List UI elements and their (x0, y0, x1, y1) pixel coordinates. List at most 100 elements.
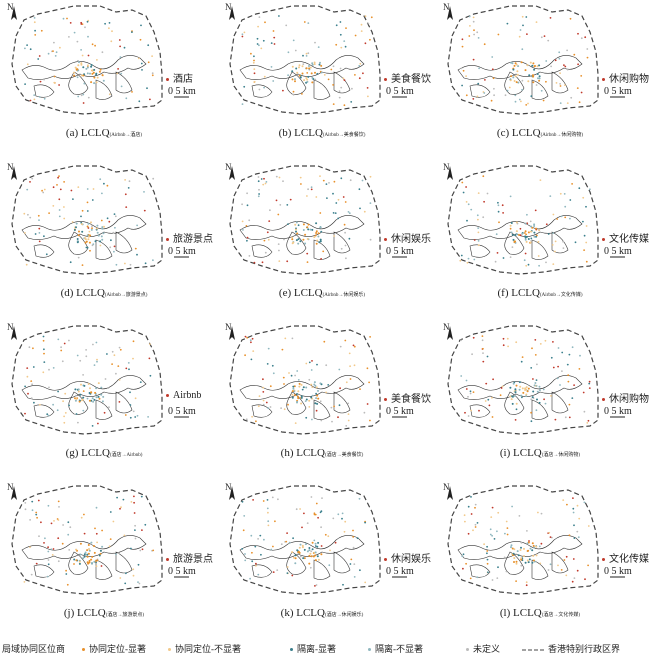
location-point (287, 403, 289, 406)
location-point (477, 82, 480, 85)
location-point (460, 339, 462, 342)
panel-caption: (f) LCLQ(Airbnb→文化传媒) (497, 287, 583, 299)
location-point (483, 200, 485, 203)
location-point (516, 73, 519, 76)
location-point (482, 175, 485, 178)
location-point (573, 524, 575, 527)
location-point (313, 236, 316, 239)
location-point (246, 204, 249, 207)
location-point (73, 229, 76, 231)
map-panel: N 文化传媒 0 5 km (l) LCLQ(酒店→文化传媒) (440, 482, 649, 642)
location-point (139, 549, 142, 552)
location-point (79, 393, 82, 396)
location-point (337, 217, 340, 220)
location-point (502, 212, 504, 214)
location-point (270, 66, 273, 68)
location-point (481, 339, 484, 342)
north-arrow-icon (11, 486, 17, 500)
category-label: 休闲娱乐 (384, 550, 431, 565)
location-point (302, 229, 305, 231)
hong-kong-map (229, 485, 407, 595)
location-point (513, 394, 516, 397)
location-point (332, 103, 335, 105)
location-point (586, 56, 589, 59)
location-point (149, 343, 151, 345)
location-point (520, 546, 522, 549)
location-point (77, 234, 80, 237)
location-point (562, 247, 565, 249)
location-point (34, 233, 37, 235)
coastline (457, 55, 583, 100)
location-point (314, 551, 317, 554)
category-label: 酒店 (166, 70, 193, 85)
category-dot-icon (602, 398, 605, 402)
location-point (84, 26, 86, 29)
location-point (535, 21, 538, 23)
location-point (48, 386, 50, 389)
location-point (31, 177, 34, 180)
location-point (43, 542, 45, 544)
location-point (514, 94, 517, 97)
location-point (102, 232, 105, 235)
location-point (343, 223, 346, 226)
location-point (470, 513, 473, 515)
location-point (311, 228, 314, 231)
location-point (364, 15, 367, 18)
location-point (125, 206, 128, 208)
location-point (518, 515, 521, 517)
location-point (311, 541, 314, 544)
location-point (260, 553, 262, 556)
location-point (554, 59, 557, 62)
location-point (572, 507, 575, 510)
location-point (530, 411, 532, 414)
location-point (53, 41, 55, 44)
location-point (538, 401, 541, 404)
location-point (61, 360, 64, 363)
location-point (298, 385, 301, 388)
location-point (95, 81, 98, 84)
location-point (533, 235, 536, 238)
location-point (132, 340, 135, 343)
location-point (497, 511, 500, 514)
location-point (262, 399, 265, 402)
location-point (311, 394, 314, 397)
location-point (89, 249, 91, 252)
location-point (530, 239, 533, 242)
location-point (81, 230, 84, 233)
location-point (515, 560, 518, 563)
location-point (57, 519, 60, 521)
map-panel: N 旅游景点 0 5 km (d) LCLQ(Airbnb→旅游景点) (4, 162, 213, 322)
location-point (566, 68, 569, 71)
location-point (343, 40, 346, 42)
location-point (552, 341, 554, 343)
location-point (482, 352, 484, 354)
location-point (526, 390, 529, 393)
location-point (305, 77, 308, 79)
location-point (77, 95, 80, 98)
location-point (134, 524, 137, 527)
location-point (76, 76, 79, 79)
location-point (506, 527, 509, 529)
location-point (246, 239, 248, 242)
boundary-line (447, 165, 599, 275)
location-point (333, 180, 336, 183)
north-arrow-icon (11, 326, 17, 340)
location-point (314, 554, 317, 557)
location-point (294, 374, 296, 377)
location-point (308, 361, 311, 364)
location-point (511, 233, 514, 236)
location-point (552, 213, 555, 216)
scale-label: 0 5 km (604, 246, 632, 257)
location-point (515, 233, 518, 236)
location-point (43, 361, 46, 363)
location-point (315, 409, 318, 412)
location-point (146, 87, 148, 90)
location-point (343, 530, 346, 533)
location-point (43, 348, 45, 351)
location-point (308, 399, 311, 402)
location-point (56, 409, 59, 412)
location-point (70, 189, 73, 192)
location-point (341, 517, 343, 520)
location-point (286, 204, 289, 206)
location-point (323, 74, 326, 76)
